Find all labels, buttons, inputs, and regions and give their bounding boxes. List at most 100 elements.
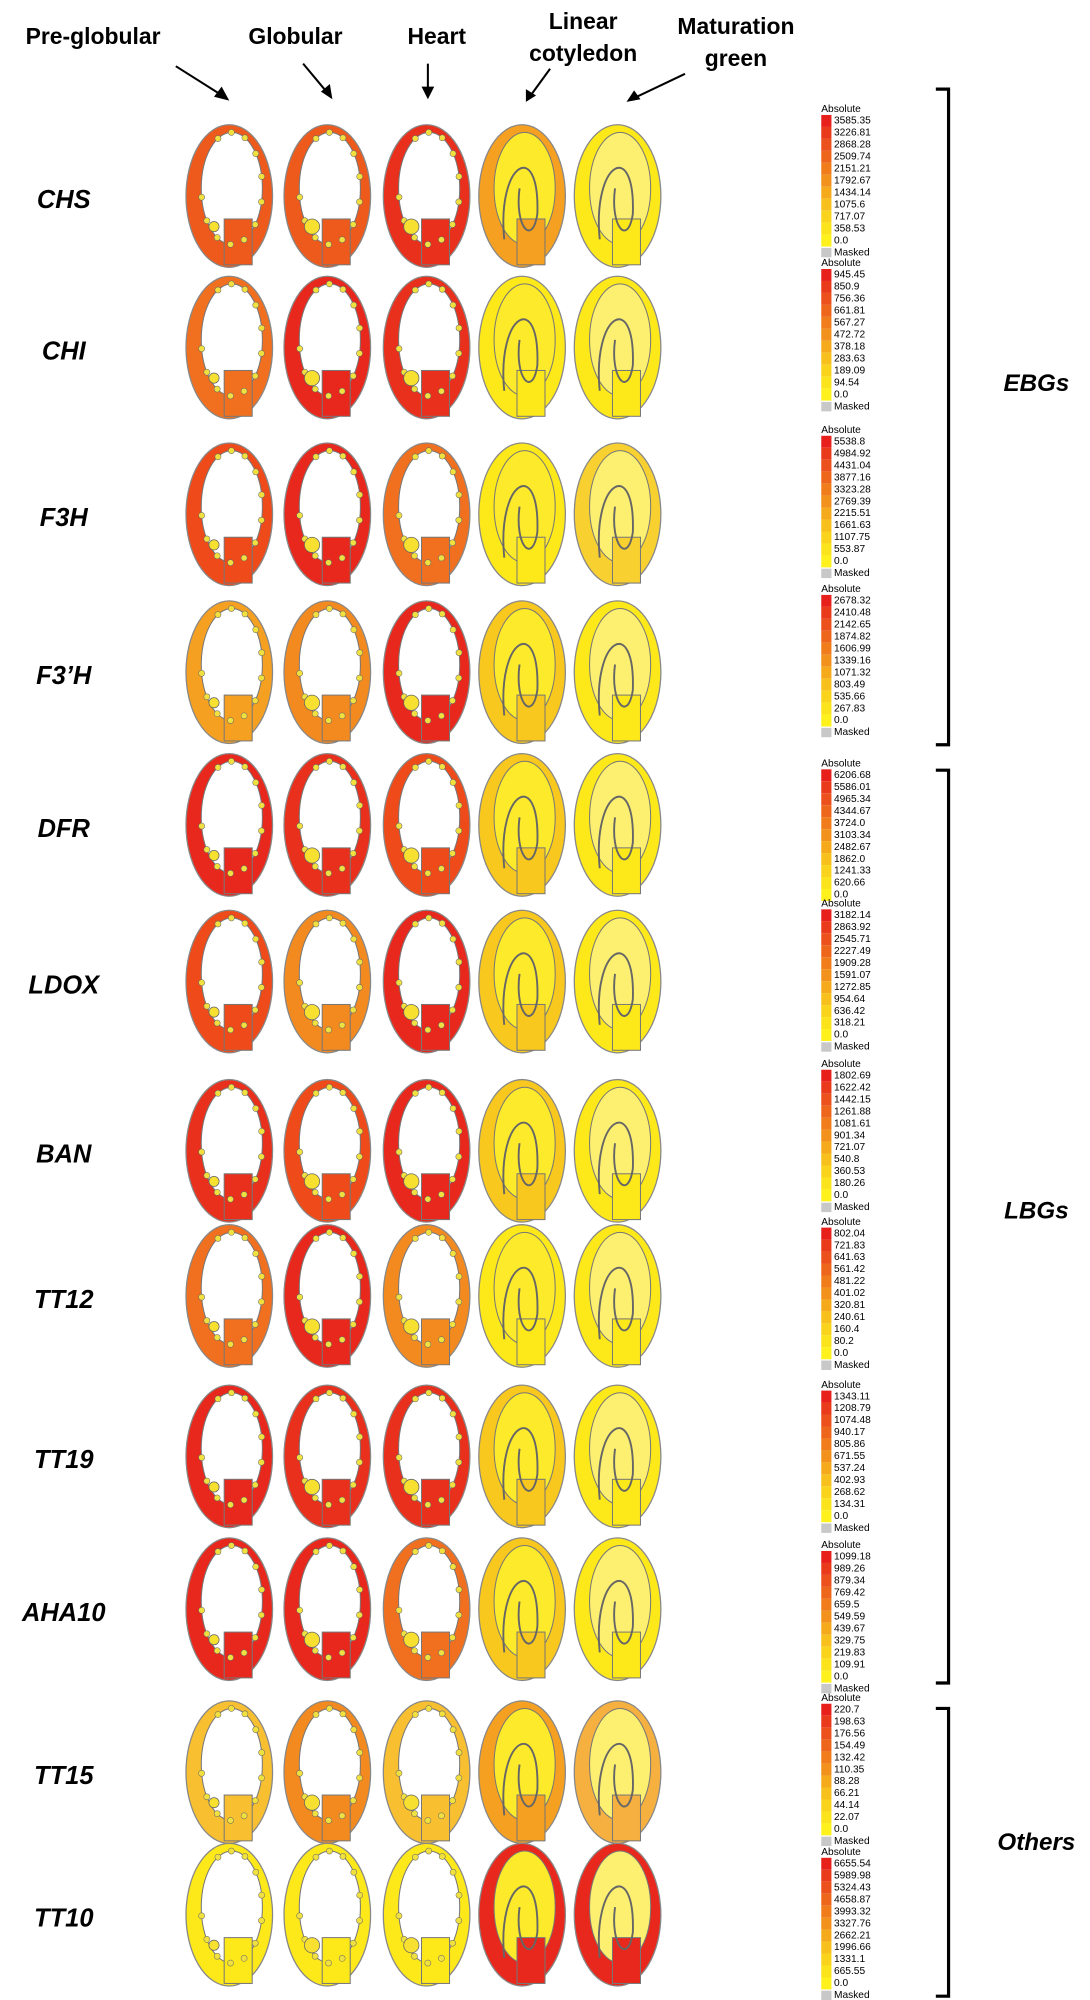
endosperm-dot: [240, 1336, 248, 1343]
legend-value: 940.17: [834, 1427, 865, 1438]
legend-value: 802.04: [834, 1228, 865, 1239]
legend-swatch: [821, 459, 832, 472]
endosperm-dot: [449, 1105, 457, 1112]
endosperm-dot: [339, 1234, 347, 1242]
legend-swatch: [821, 1462, 832, 1475]
legend-swatch: [821, 714, 832, 727]
legend-swatch: [821, 292, 832, 305]
legend-value: 1331.1: [834, 1954, 865, 1965]
embryo: [208, 1006, 220, 1018]
legend-swatch: [821, 1646, 832, 1659]
endosperm-dot: [349, 697, 357, 704]
seed: [478, 753, 567, 897]
endosperm-dot: [449, 539, 456, 547]
endosperm-dot: [326, 1705, 333, 1712]
endosperm-dot: [438, 387, 445, 395]
seed: [283, 1224, 372, 1368]
seed: [283, 1078, 372, 1223]
endosperm-dot: [356, 649, 364, 656]
embryo: [502, 952, 539, 1025]
endosperm-dot: [338, 1812, 346, 1820]
legend-value: 717.07: [834, 211, 865, 222]
seed: [382, 1384, 471, 1529]
endosperm-dot: [395, 669, 403, 677]
legend-swatch: [821, 1335, 832, 1348]
seed: [573, 1842, 662, 1987]
legend-swatch: [821, 364, 832, 377]
endosperm-dot: [455, 649, 463, 656]
endosperm-dot: [258, 1128, 265, 1135]
endosperm-dot: [241, 1394, 249, 1402]
legend-swatch: [821, 865, 832, 878]
endosperm-dot: [350, 1726, 358, 1733]
endosperm-dot: [356, 827, 363, 835]
endosperm-dot: [311, 234, 319, 241]
legend-value: 0.0: [834, 1671, 848, 1682]
endosperm-dot: [449, 1634, 456, 1641]
endosperm-dot: [438, 1649, 445, 1657]
legend-value: 110.35: [834, 1764, 865, 1775]
seed: [573, 124, 662, 268]
endosperm-dot: [258, 1458, 265, 1466]
legend-value: 94.54: [834, 377, 860, 388]
seed: [185, 909, 274, 1054]
endosperm-dot: [240, 865, 248, 872]
legend-value: 0.0: [834, 389, 848, 400]
endosperm-dot: [241, 134, 249, 142]
endosperm-dot: [449, 1726, 457, 1733]
endosperm-dot: [203, 535, 211, 543]
endosperm-dot: [252, 626, 260, 634]
endosperm-dot: [241, 1547, 249, 1555]
endosperm-dot: [425, 1705, 433, 1712]
legend-swatch: [821, 829, 832, 842]
endosperm-dot: [455, 1153, 463, 1160]
endosperm-dot: [455, 1611, 463, 1619]
legend-value: 850.9: [834, 282, 860, 293]
endosperm-dot: [228, 1847, 235, 1855]
endosperm-dot: [228, 757, 235, 765]
seed: [185, 275, 274, 420]
endosperm-dot: [338, 387, 346, 395]
endosperm-dot: [311, 863, 319, 870]
seed: [478, 600, 567, 745]
legend-value: 240.61: [834, 1312, 865, 1323]
legend-swatch: [821, 594, 832, 607]
endosperm-dot: [411, 1853, 419, 1861]
endosperm-dot: [438, 236, 445, 244]
legend-value: 2678.32: [834, 596, 871, 607]
seed: [478, 1537, 567, 1682]
embryo: [597, 318, 634, 391]
legend-title: Absolute: [821, 899, 861, 910]
endosperm-dot: [425, 914, 433, 922]
endosperm-dot: [411, 611, 419, 618]
legend-swatch: [821, 1598, 832, 1611]
legend-value: 561.42: [834, 1264, 865, 1275]
embryo: [502, 318, 539, 391]
legend-value: 2227.49: [834, 946, 871, 957]
endosperm-dot: [411, 863, 418, 870]
endosperm-dot: [252, 1410, 260, 1418]
endosperm-dot: [438, 712, 445, 720]
legend-value: 402.93: [834, 1475, 865, 1486]
endosperm-dot: [339, 134, 347, 142]
seed-base: [611, 1794, 641, 1842]
endosperm-dot: [258, 1153, 265, 1160]
embryo: [208, 1481, 220, 1493]
endosperm-dot: [258, 802, 265, 809]
gene-label: TT12: [34, 1286, 93, 1314]
endosperm-dot: [258, 827, 265, 835]
endosperm-dot: [312, 764, 320, 771]
seed: [382, 909, 471, 1054]
endosperm-dot: [395, 1606, 403, 1614]
legend-swatch: [821, 1347, 832, 1360]
endosperm-dot: [338, 1955, 346, 1962]
endosperm-dot: [227, 869, 234, 877]
endosperm-dot: [228, 1705, 235, 1712]
endosperm-dot: [203, 1317, 211, 1324]
endosperm-dot: [411, 1019, 418, 1027]
endosperm-dot: [311, 1334, 319, 1341]
endosperm-dot: [356, 1774, 363, 1782]
legend-masked: Masked: [834, 1990, 870, 2000]
legend-swatch-masked: [821, 247, 832, 258]
endosperm-dot: [350, 1563, 358, 1571]
